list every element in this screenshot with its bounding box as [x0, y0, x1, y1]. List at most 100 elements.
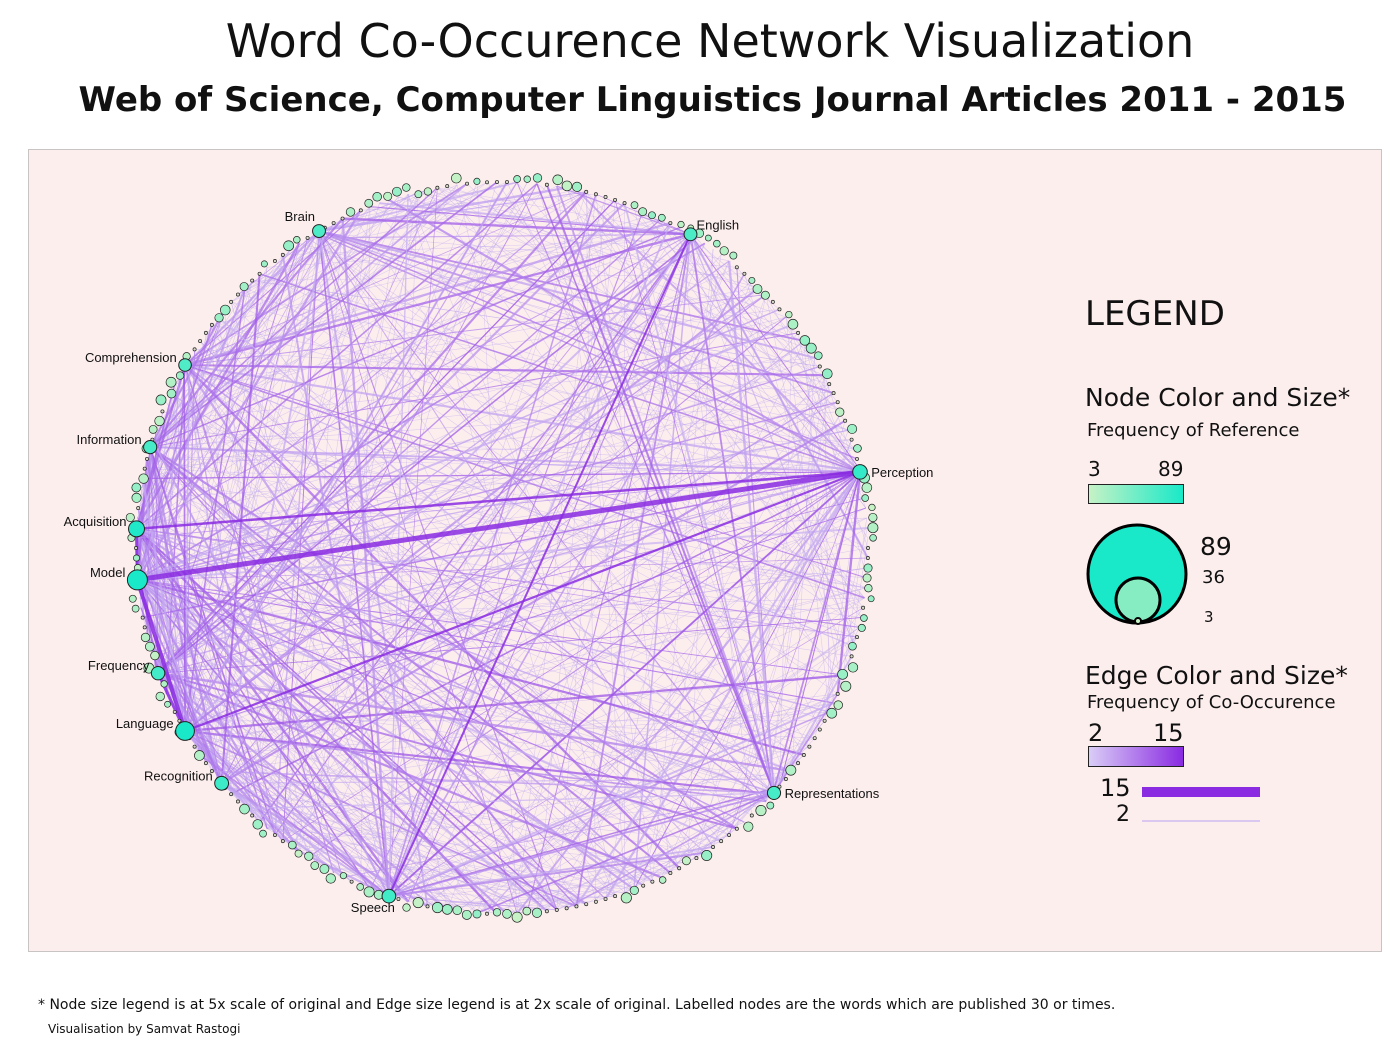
edge	[137, 189, 428, 509]
edge	[259, 273, 861, 473]
node	[331, 221, 336, 225]
node	[252, 819, 263, 830]
node	[727, 833, 732, 837]
edge	[149, 446, 738, 830]
node	[505, 180, 509, 184]
node	[131, 482, 142, 493]
node	[472, 909, 482, 919]
edge	[144, 411, 842, 469]
node	[817, 727, 822, 732]
edge	[244, 191, 419, 809]
node	[451, 172, 462, 184]
node	[280, 839, 285, 844]
node	[593, 899, 598, 904]
edge	[427, 189, 787, 318]
node	[734, 826, 739, 831]
edge	[135, 567, 223, 784]
node	[814, 351, 823, 360]
edge	[136, 202, 625, 530]
node	[719, 839, 724, 844]
edge	[184, 237, 308, 732]
edge	[437, 187, 865, 599]
node	[821, 368, 833, 380]
node	[138, 473, 149, 484]
edge	[605, 254, 722, 900]
node	[742, 271, 747, 276]
node	[392, 186, 402, 197]
edge	[595, 840, 722, 903]
edge	[687, 248, 714, 864]
edge	[155, 430, 186, 732]
node	[250, 278, 255, 283]
edge	[184, 182, 518, 732]
edge	[351, 214, 774, 795]
edge	[696, 375, 825, 859]
legend-edge-gradient	[1088, 746, 1184, 767]
edge	[237, 230, 320, 295]
node	[165, 376, 177, 388]
edge	[158, 420, 866, 589]
edge	[184, 364, 855, 648]
node	[136, 506, 141, 511]
node	[209, 322, 214, 327]
node	[461, 909, 472, 920]
node	[358, 208, 363, 213]
edge	[244, 287, 866, 589]
edge	[137, 222, 334, 581]
edge	[149, 646, 380, 894]
node-representations	[766, 785, 782, 800]
node	[554, 907, 559, 912]
edge	[369, 636, 858, 890]
node	[704, 234, 712, 242]
edge	[244, 340, 805, 809]
edge	[661, 439, 852, 878]
edge	[506, 237, 697, 915]
legend-circle-36	[1114, 576, 1162, 624]
edge	[170, 392, 738, 829]
edge	[341, 218, 391, 897]
edge	[555, 185, 775, 794]
legend-edge-heading: Edge Color and Size*	[1085, 661, 1348, 690]
node	[766, 801, 775, 810]
node	[288, 840, 297, 850]
edge	[145, 636, 223, 784]
edge	[687, 439, 852, 864]
edge	[184, 729, 773, 796]
node	[777, 307, 782, 312]
edge	[244, 287, 577, 907]
node	[155, 394, 167, 406]
node-label-frequency: Frequency	[88, 658, 150, 673]
edge	[152, 439, 458, 912]
node	[236, 292, 240, 297]
edge	[369, 746, 810, 890]
edge	[142, 617, 508, 915]
node-layer	[125, 172, 879, 923]
edge	[765, 294, 842, 685]
edge	[307, 693, 838, 859]
node	[531, 907, 543, 918]
edge	[184, 364, 706, 853]
edge	[149, 248, 292, 448]
edge	[290, 527, 868, 848]
edge	[155, 471, 861, 667]
edge	[221, 778, 786, 784]
node	[452, 905, 462, 915]
node	[214, 313, 224, 323]
edge	[184, 286, 760, 732]
edge	[841, 517, 868, 685]
edge	[476, 182, 518, 914]
node	[140, 615, 145, 620]
node	[229, 299, 234, 304]
node	[198, 339, 203, 343]
edge	[333, 332, 799, 874]
node	[630, 201, 639, 209]
node	[155, 691, 165, 702]
node-english	[683, 227, 698, 242]
edge-model-perception	[137, 469, 861, 583]
node	[862, 573, 872, 583]
node-label-english: English	[697, 217, 740, 232]
edge	[267, 702, 834, 830]
node	[822, 718, 827, 723]
legend-edge-width-max: 15	[1100, 774, 1131, 802]
node	[236, 799, 240, 804]
